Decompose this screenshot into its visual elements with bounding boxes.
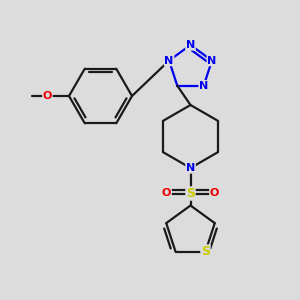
Text: N: N	[164, 56, 174, 65]
Text: O: O	[43, 91, 52, 101]
Text: N: N	[199, 81, 208, 91]
Text: S: S	[201, 245, 210, 258]
Text: N: N	[207, 56, 217, 65]
Text: N: N	[186, 163, 195, 173]
Text: S: S	[186, 187, 195, 200]
Text: O: O	[210, 188, 219, 199]
Text: N: N	[186, 40, 195, 50]
Text: O: O	[162, 188, 171, 199]
